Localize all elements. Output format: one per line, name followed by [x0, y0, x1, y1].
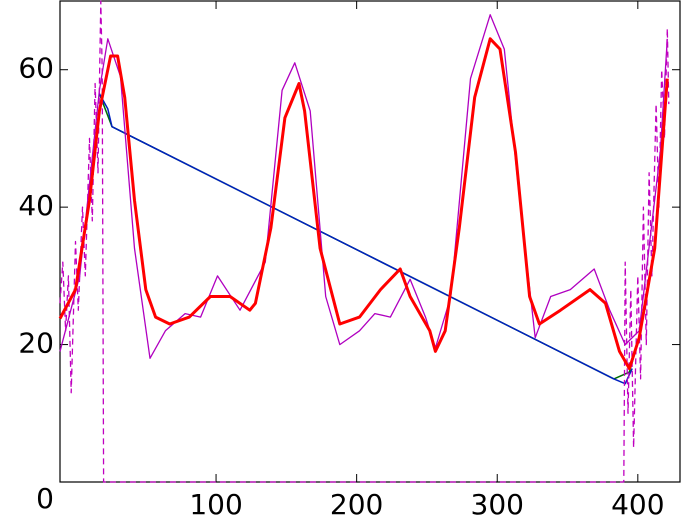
y-tick-label: 40: [18, 189, 54, 222]
x-tick-label: 400: [611, 488, 664, 521]
y-tick-label: 60: [18, 52, 54, 85]
x-tick-label: 200: [330, 488, 383, 521]
line-series: [98, 93, 640, 380]
line-series: [59, 0, 670, 483]
line-series: [59, 14, 668, 359]
y-tick-label: 0: [36, 482, 54, 515]
line-series: [98, 93, 633, 385]
plot-frame: [59, 0, 681, 483]
x-tick-label: 300: [471, 488, 524, 521]
line-series: [58, 37, 669, 371]
y-tick-label: 20: [18, 327, 54, 360]
x-tick-label: 100: [189, 488, 242, 521]
